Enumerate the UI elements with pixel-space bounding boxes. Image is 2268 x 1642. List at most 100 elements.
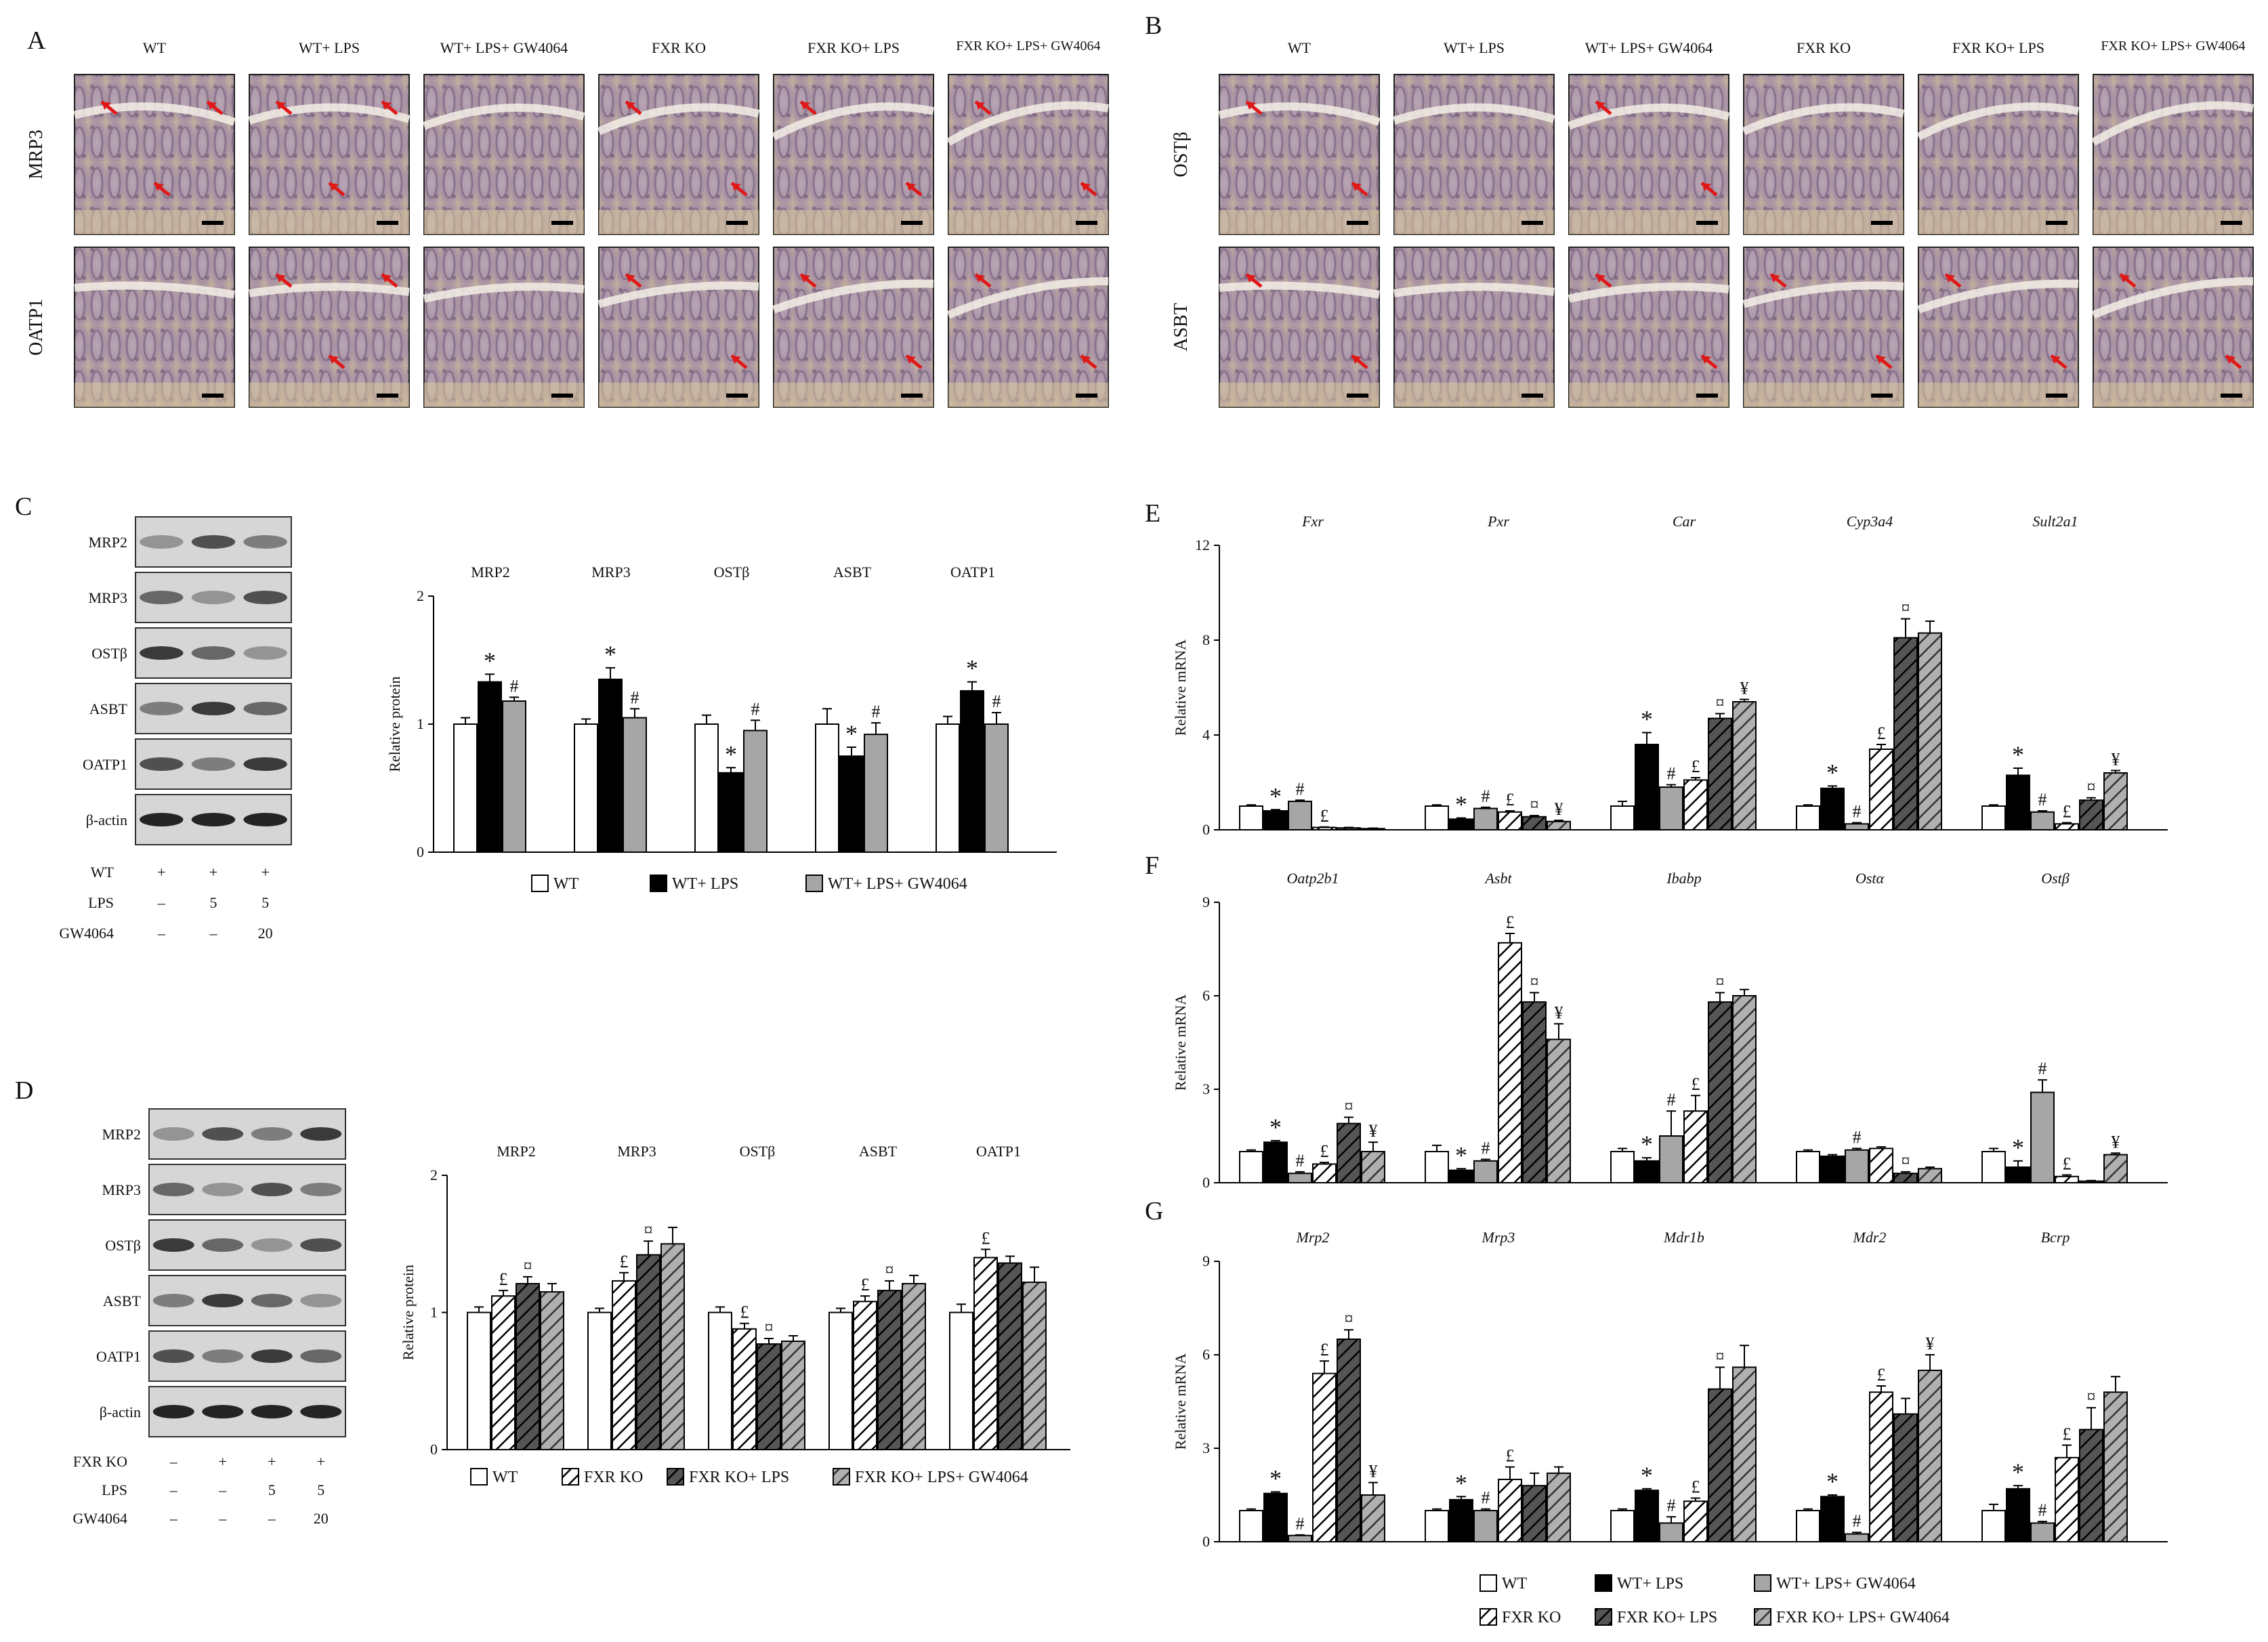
legend-C: WT WT+ LPS WT+ LPS+ GW4064 xyxy=(531,875,967,893)
lumen-band xyxy=(249,282,410,297)
bar xyxy=(1288,801,1312,830)
blot-band xyxy=(300,1238,342,1252)
legend-label: WT xyxy=(1502,1575,1528,1593)
lumen-band xyxy=(597,103,760,135)
scale-bar xyxy=(551,221,573,225)
arrow-icon xyxy=(975,274,985,282)
histology-panel-B: WT WT+ LPS WT+ LPS+ GW4064 FXR KO FXR KO+ LP… xyxy=(1171,39,2254,408)
lumen-band xyxy=(772,279,934,314)
significance-mark: * xyxy=(2012,741,2024,768)
blot-band xyxy=(152,1294,194,1307)
bar xyxy=(1022,1281,1047,1450)
bar xyxy=(1981,1151,2006,1183)
blot-band xyxy=(202,1183,244,1196)
category-label: Mdr2 xyxy=(1853,1229,1887,1246)
bar xyxy=(1820,787,1845,830)
panel-letter-C: C xyxy=(15,492,32,521)
significance-mark: £ xyxy=(2063,1154,2072,1174)
significance-mark: ¤ xyxy=(1345,1096,1353,1116)
blot-band xyxy=(251,1183,293,1196)
y-tick-label: 0 xyxy=(430,1441,438,1458)
category-label: Asbt xyxy=(1484,870,1512,887)
bar xyxy=(1498,1479,1522,1542)
lumen-band xyxy=(2091,101,2254,146)
bar xyxy=(743,730,768,853)
condition-value: 5 xyxy=(210,894,217,911)
legend-swatch xyxy=(562,1468,579,1486)
significance-mark: ¤ xyxy=(644,1220,653,1240)
histology-image xyxy=(1742,247,1904,408)
blot-band xyxy=(243,646,287,660)
arrow-icon xyxy=(329,356,339,364)
bar xyxy=(1263,1141,1288,1183)
significance-mark: ¥ xyxy=(1926,1334,1935,1353)
condition-label: GW4064 xyxy=(72,1510,127,1527)
legend-label: WT+ LPS+ GW4064 xyxy=(1776,1575,1916,1593)
scale-bar xyxy=(901,221,923,225)
significance-mark: ¤ xyxy=(1716,693,1725,713)
blot-label: ASBT xyxy=(103,1292,142,1309)
arrow-icon xyxy=(207,102,217,110)
condition-label: LPS xyxy=(88,894,114,911)
scale-bar xyxy=(1871,394,1893,398)
arrow-icon xyxy=(382,274,392,282)
histology-image xyxy=(1568,247,1729,408)
arrow-icon xyxy=(2051,356,2061,364)
arrow-icon xyxy=(1596,274,1605,282)
blot-band xyxy=(202,1127,244,1141)
bar xyxy=(1732,701,1757,830)
condition-value: – xyxy=(157,925,166,942)
bar xyxy=(1547,1038,1571,1184)
y-tick-label: 1 xyxy=(417,715,424,732)
bar xyxy=(1610,1151,1635,1183)
bar xyxy=(453,723,478,853)
histology-image xyxy=(1393,247,1555,408)
blot-band xyxy=(243,535,287,549)
category-label: Ostβ xyxy=(2041,870,2070,887)
histology-image xyxy=(248,74,411,235)
scale-bar xyxy=(1076,221,1097,225)
blot-band xyxy=(300,1183,342,1196)
bar xyxy=(1659,1135,1683,1183)
legend-swatch xyxy=(1754,1608,1771,1626)
bar xyxy=(2055,1175,2079,1184)
histology-image xyxy=(1916,74,2080,235)
blot-label: ASBT xyxy=(89,700,128,717)
y-axis-label: Relative protein xyxy=(386,676,403,772)
histology-image xyxy=(249,247,410,408)
panel-letter-G: G xyxy=(1145,1197,1163,1225)
significance-mark: # xyxy=(1296,1151,1305,1171)
bar xyxy=(1918,1370,1942,1542)
scale-bar xyxy=(901,394,923,398)
significance-mark: £ xyxy=(2063,802,2072,822)
bar xyxy=(1498,811,1522,830)
blot-band xyxy=(202,1294,244,1307)
significance-mark: * xyxy=(2012,1134,2024,1161)
significance-mark: * xyxy=(2012,1458,2024,1486)
category-label: Mrp3 xyxy=(1482,1229,1515,1246)
bar xyxy=(2079,1429,2103,1542)
significance-mark: # xyxy=(1482,1139,1490,1158)
bar xyxy=(1893,1173,1918,1183)
bar xyxy=(502,700,526,853)
bar-chart-C: 0 1 2 Relative protein MRP2 * # MRP3 * # OSTβ * # ASB… xyxy=(386,564,1057,860)
bar xyxy=(2006,1488,2030,1543)
condition-value: – xyxy=(268,1510,276,1527)
condition-value: 20 xyxy=(258,925,273,942)
y-tick-label: 0 xyxy=(1202,1174,1210,1191)
bar xyxy=(1683,1110,1708,1183)
significance-mark: # xyxy=(1296,779,1305,799)
category-label: Ostα xyxy=(1855,870,1885,887)
significance-mark: * xyxy=(1826,1468,1839,1495)
significance-mark: ¤ xyxy=(1902,1151,1910,1171)
arrow-icon xyxy=(329,183,339,191)
bar xyxy=(2103,1154,2128,1183)
bar xyxy=(1820,1155,1845,1184)
blot-band xyxy=(300,1294,342,1307)
scale-bar xyxy=(2046,221,2067,225)
lumen-band xyxy=(1393,103,1555,125)
condition-value: + xyxy=(219,1453,227,1470)
category-label: Mrp2 xyxy=(1296,1229,1330,1246)
significance-mark: £ xyxy=(1692,757,1700,776)
bar xyxy=(1918,632,1942,830)
